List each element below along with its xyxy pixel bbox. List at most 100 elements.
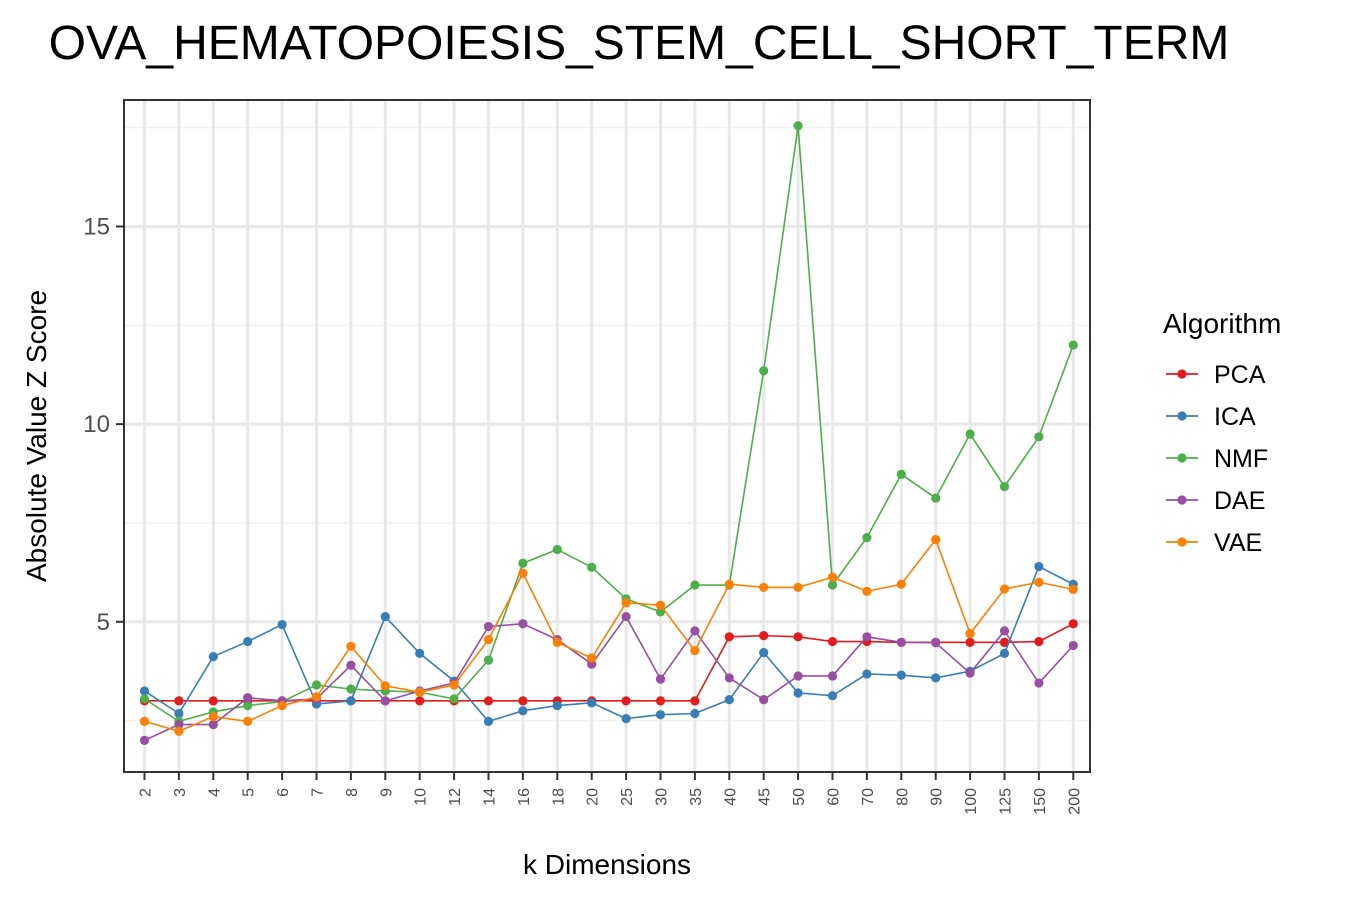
data-point-nmf xyxy=(999,481,1010,492)
data-point-pca xyxy=(965,637,975,647)
data-point-pca xyxy=(621,696,631,706)
data-point-vae xyxy=(243,716,253,727)
x-tick-label: 12 xyxy=(447,788,464,806)
data-point-dae xyxy=(931,638,941,648)
data-point-dae xyxy=(380,696,390,706)
chart-title: OVA_HEMATOPOIESIS_STEM_CELL_SHORT_TERM xyxy=(48,17,1230,70)
data-point-pca xyxy=(1034,636,1044,647)
data-point-dae xyxy=(827,671,838,681)
data-point-nmf xyxy=(587,562,597,572)
x-tick-label: 40 xyxy=(722,788,739,806)
data-point-dae xyxy=(759,695,769,705)
series-line-dae xyxy=(144,615,1074,742)
x-tick-label: 30 xyxy=(654,788,671,806)
x-tick-label: 6 xyxy=(275,788,292,797)
data-point-dae xyxy=(690,626,700,636)
data-point-ica xyxy=(277,619,287,630)
data-point-vae xyxy=(380,681,390,691)
data-point-dae xyxy=(1034,678,1044,688)
data-point-vae xyxy=(208,712,218,722)
data-point-nmf xyxy=(518,558,528,568)
data-point-nmf xyxy=(139,694,150,704)
x-tick-label: 5 xyxy=(241,788,258,797)
data-point-pca xyxy=(208,696,218,706)
data-point-nmf xyxy=(449,694,459,704)
data-point-ica xyxy=(793,688,803,698)
x-tick-label: 60 xyxy=(826,788,843,806)
y-tick-label: 15 xyxy=(83,213,110,240)
x-tick-label: 80 xyxy=(894,788,911,806)
data-point-vae xyxy=(449,680,459,690)
x-tick-label: 18 xyxy=(550,788,567,806)
data-point-vae xyxy=(174,726,184,736)
legend-title: Algorithm xyxy=(1163,308,1281,339)
data-point-pca xyxy=(759,631,769,641)
data-point-vae xyxy=(931,534,941,545)
data-point-ica xyxy=(896,670,906,680)
x-tick-label: 16 xyxy=(516,788,533,806)
legend-item-pca: PCA xyxy=(1166,361,1266,389)
data-point-vae xyxy=(139,716,150,727)
data-point-vae xyxy=(827,572,838,582)
data-point-dae xyxy=(621,612,631,622)
x-tick-label: 4 xyxy=(206,788,223,797)
data-point-pca xyxy=(793,632,803,642)
x-tick-label: 150 xyxy=(1032,788,1049,815)
legend-label-pca: PCA xyxy=(1214,361,1266,389)
data-point-dae xyxy=(724,673,734,683)
data-point-pca xyxy=(999,637,1010,647)
data-point-vae xyxy=(621,598,631,608)
legend-label-ica: ICA xyxy=(1214,403,1256,431)
data-point-vae xyxy=(759,582,769,592)
x-tick-label: 20 xyxy=(585,788,602,806)
grid-lines xyxy=(124,100,1090,772)
data-point-dae xyxy=(483,621,494,632)
data-point-nmf xyxy=(827,580,838,590)
data-point-nmf xyxy=(965,429,975,439)
legend-label-vae: VAE xyxy=(1214,529,1262,557)
data-point-ica xyxy=(208,651,218,662)
series-layer xyxy=(139,121,1078,745)
data-point-nmf xyxy=(552,544,562,555)
data-point-dae xyxy=(243,693,253,703)
x-tick-label: 10 xyxy=(413,788,430,806)
data-point-vae xyxy=(965,629,975,639)
x-tick-label: 35 xyxy=(688,788,705,806)
data-point-dae xyxy=(655,674,666,684)
series-ica xyxy=(139,561,1078,727)
x-tick-label: 125 xyxy=(998,788,1015,815)
legend-label-dae: DAE xyxy=(1214,487,1265,515)
x-tick-label: 7 xyxy=(310,788,327,797)
data-point-pca xyxy=(483,696,494,706)
legend-swatch-point-ica xyxy=(1177,411,1187,421)
data-point-vae xyxy=(587,653,597,663)
data-point-ica xyxy=(243,636,253,647)
data-point-vae xyxy=(690,646,700,656)
data-point-pca xyxy=(690,696,700,706)
series-dae xyxy=(139,612,1078,745)
data-point-vae xyxy=(862,586,872,596)
data-point-ica xyxy=(759,648,769,658)
data-point-ica xyxy=(380,612,390,622)
y-tick-label: 10 xyxy=(83,411,110,438)
series-line-nmf xyxy=(144,125,1075,723)
legend-item-ica: ICA xyxy=(1166,403,1256,431)
data-point-dae xyxy=(965,668,975,678)
data-point-dae xyxy=(139,735,150,745)
data-point-ica xyxy=(139,686,150,696)
data-point-nmf xyxy=(896,469,906,479)
data-point-nmf xyxy=(759,366,769,376)
plot-panel-border xyxy=(123,99,1091,773)
legend-swatch-point-nmf xyxy=(1177,453,1187,463)
data-point-pca xyxy=(415,696,425,706)
legend: Algorithm PCA ICA NMF DAE VAE xyxy=(1163,308,1281,557)
data-point-dae xyxy=(518,619,528,629)
data-point-pca xyxy=(724,632,734,642)
data-point-vae xyxy=(552,637,562,647)
data-point-vae xyxy=(1034,577,1044,587)
data-point-pca xyxy=(1068,619,1078,629)
series-line-vae xyxy=(144,537,1074,733)
x-tick-label: 14 xyxy=(482,788,499,806)
data-point-nmf xyxy=(655,607,666,617)
y-tick-label: 5 xyxy=(97,609,110,636)
